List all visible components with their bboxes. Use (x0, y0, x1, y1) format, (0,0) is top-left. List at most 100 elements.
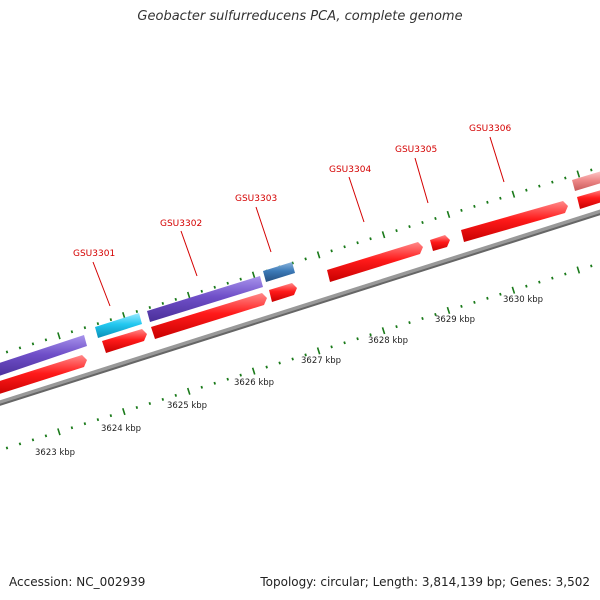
feature-red-1 (0, 355, 87, 394)
outer-tick (44, 338, 48, 342)
feature-purple-1 (0, 335, 87, 376)
inner-tick (96, 418, 100, 422)
outer-tick (446, 210, 451, 219)
outer-tick (551, 180, 554, 184)
feature-steelblue (263, 262, 295, 282)
inner-tick (316, 347, 321, 355)
outer-tick (251, 271, 256, 279)
outer-tick (343, 245, 346, 249)
inner-tick (395, 325, 398, 329)
outer-tick (538, 184, 541, 188)
feature-red-2 (102, 329, 147, 353)
inner-tick (434, 312, 437, 316)
inner-tick (291, 357, 294, 361)
inner-tick (356, 337, 359, 341)
feature-purple-2 (147, 276, 263, 322)
inner-tick (590, 264, 593, 268)
kbp-label-3629: 3629 kbp (435, 315, 475, 325)
inner-tick (473, 300, 476, 304)
gene-leader-line (414, 157, 429, 204)
inner-tick (381, 327, 386, 335)
inner-tick (525, 284, 528, 288)
inner-tick (511, 286, 516, 294)
kbp-label-3628: 3628 kbp (368, 336, 408, 346)
outer-tick (239, 277, 242, 281)
outer-tick (18, 346, 22, 350)
outer-tick (511, 190, 516, 198)
feature-red-5 (327, 242, 423, 282)
inner-tick (200, 385, 204, 389)
inner-tick (564, 272, 567, 276)
outer-tick (576, 170, 581, 178)
gene-label-gsu3306: GSU3306 (469, 124, 511, 134)
inner-tick (174, 393, 178, 397)
inner-tick (18, 442, 22, 446)
gene-label-gsu3302: GSU3302 (160, 219, 202, 229)
outer-tick (109, 318, 113, 322)
genome-backbone (0, 209, 600, 406)
inner-tick (460, 304, 463, 308)
feature-red-3 (151, 293, 267, 339)
inner-tick (330, 345, 333, 349)
outer-tick (525, 188, 528, 192)
feature-red-8 (577, 190, 600, 209)
inner-tick (122, 407, 126, 416)
outer-tick (174, 297, 178, 301)
feature-red-6 (430, 235, 450, 251)
inner-tick (31, 438, 35, 442)
genome-summary-text: Topology: circular; Length: 3,814,139 bp… (260, 575, 590, 589)
outer-tick (31, 342, 35, 346)
outer-tick (486, 200, 489, 204)
inner-tick (538, 280, 541, 284)
inner-tick (83, 422, 87, 426)
outer-tick (316, 251, 321, 259)
outer-tick (200, 289, 204, 293)
kbp-label-3624: 3624 kbp (101, 424, 141, 434)
outer-tick (226, 281, 229, 285)
inner-tick (186, 387, 191, 395)
feature-red-7 (461, 201, 568, 242)
outer-tick (291, 261, 294, 265)
inner-tick (44, 434, 48, 438)
outer-tick (395, 229, 398, 233)
kbp-label-3625: 3625 kbp (167, 401, 207, 411)
outer-tick (460, 208, 463, 212)
accession-text: Accession: NC_002939 (9, 575, 146, 589)
inner-tick (499, 292, 502, 296)
feature-pink (572, 171, 600, 191)
inner-tick (486, 296, 489, 300)
inner-tick (304, 353, 307, 357)
feature-red-4 (269, 283, 297, 302)
feature-cyan (95, 313, 142, 338)
outer-tick (304, 257, 307, 261)
inner-tick (421, 317, 424, 321)
outer-tick (148, 305, 152, 309)
gene-label-gsu3305: GSU3305 (395, 145, 437, 155)
outer-tick (434, 216, 437, 220)
outer-tick (381, 231, 386, 239)
gene-leader-line (180, 230, 198, 277)
inner-tick (70, 426, 74, 430)
outer-tick (369, 237, 372, 241)
inner-tick (265, 365, 268, 369)
inner-tick (5, 446, 9, 450)
gene-label-gsu3304: GSU3304 (329, 165, 371, 175)
gene-leader-line (92, 261, 111, 307)
outer-tick (135, 310, 139, 314)
outer-tick (213, 285, 216, 289)
outer-tick (186, 291, 191, 299)
gene-label-gsu3303: GSU3303 (235, 194, 277, 204)
kbp-label-3627: 3627 kbp (301, 356, 341, 366)
inner-tick (161, 397, 165, 401)
inner-tick (576, 266, 581, 274)
gene-leader-line (255, 206, 272, 253)
outer-tick (356, 241, 359, 245)
inner-tick (213, 381, 216, 385)
inner-tick (551, 276, 554, 280)
outer-tick (57, 332, 61, 340)
inner-tick (148, 401, 152, 405)
inner-tick (109, 414, 113, 418)
gene-label-gsu3301: GSU3301 (73, 249, 115, 259)
inner-tick-track (5, 264, 593, 450)
